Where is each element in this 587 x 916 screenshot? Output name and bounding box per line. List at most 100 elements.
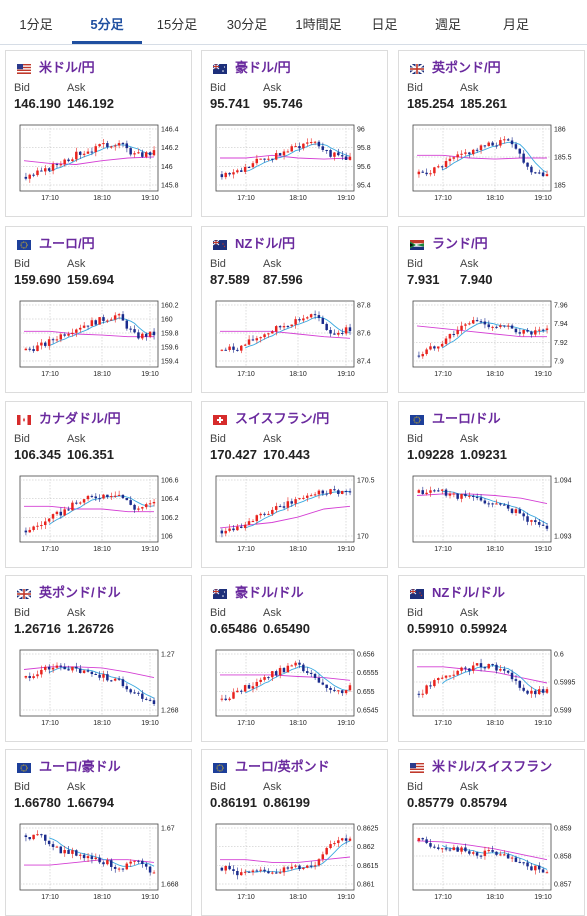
pair-link[interactable]: 英ポンド/ドル: [16, 583, 121, 600]
candle: [36, 674, 39, 677]
rate-card[interactable]: ユーロ/ドル Bid Ask 1.09228 1.09231 1.094 1.09…: [398, 401, 585, 568]
y-tick-label: 186: [554, 127, 566, 134]
candle: [510, 508, 514, 513]
rate-card[interactable]: 豪ドル/ドル Bid Ask 0.65486 0.65490 0.656 0.65…: [201, 575, 388, 742]
pair-link[interactable]: ユーロ/円: [17, 234, 95, 251]
mini-chart[interactable]: 170.5 170 17:10 18:10 19:10: [206, 468, 386, 562]
mini-chart[interactable]: 1.67 1.668 17:10 18:10 19:10: [10, 816, 190, 910]
mini-chart[interactable]: 0.6 0.5995 0.599 17:10 18:10 19:10: [403, 642, 583, 736]
pair-link[interactable]: 豪ドル/円: [212, 58, 291, 75]
mini-chart[interactable]: 96 95.8 95.6 95.4 17:10 18:10 19:10: [206, 117, 386, 211]
pair-name[interactable]: ランド/円: [432, 235, 488, 251]
pair-name[interactable]: ユーロ/英ポンド: [235, 758, 330, 774]
mini-chart[interactable]: 87.8 87.6 87.4 17:10 18:10 19:10: [206, 293, 386, 387]
pair-name[interactable]: 豪ドル/円: [235, 59, 291, 75]
candle: [468, 668, 471, 671]
candle: [348, 491, 352, 493]
pair-link[interactable]: カナダドル/円: [17, 409, 121, 426]
pair-name[interactable]: NZドル/円: [235, 235, 295, 251]
mini-chart[interactable]: 146.4 146.2 146 145.8 17:10 18:10 19:10: [10, 117, 190, 211]
candle: [479, 663, 483, 668]
rate-card[interactable]: ユーロ/英ポンド Bid Ask 0.86191 0.86199 0.8625 0…: [201, 749, 388, 916]
ask-label: Ask: [460, 258, 479, 270]
candle: [125, 498, 129, 501]
candle: [59, 665, 63, 667]
rate-card[interactable]: カナダドル/円 Bid Ask 106.345 106.351 106.6 106…: [5, 401, 192, 568]
tab-7[interactable]: 月足: [502, 17, 529, 32]
rate-card[interactable]: 米ドル/円 Bid Ask 146.190 146.192 146.4 146.2…: [5, 50, 192, 217]
tab-1[interactable]: 5分足: [72, 0, 142, 44]
pair-name[interactable]: 米ドル/スイスフラン: [432, 758, 553, 774]
tab-2[interactable]: 15分足: [156, 17, 198, 32]
pair-link[interactable]: 豪ドル/ドル: [212, 583, 304, 600]
rate-card[interactable]: スイスフラン/円 Bid Ask 170.427 170.443 170.5 17…: [201, 401, 388, 568]
mini-chart[interactable]: 160.2 160 159.8 159.6 159.4 17:10 18:10 19:10: [10, 293, 190, 387]
tab-3[interactable]: 30分足: [226, 17, 268, 32]
pair-link[interactable]: ランド/円: [410, 234, 488, 251]
pair-link[interactable]: ユーロ/豪ドル: [17, 757, 121, 774]
candle: [541, 869, 545, 873]
candle: [40, 342, 43, 346]
pair-name[interactable]: ユーロ/豪ドル: [39, 758, 121, 774]
candle: [148, 152, 152, 156]
candle: [294, 865, 297, 867]
candle: [448, 849, 452, 851]
candle: [232, 528, 235, 531]
pair-link[interactable]: ユーロ/ドル: [410, 409, 501, 426]
candle: [294, 319, 297, 325]
rate-card[interactable]: 豪ドル/円 Bid Ask 95.741 95.746 96 95.8 95.6 95…: [201, 50, 388, 217]
rate-card[interactable]: 英ポンド/円 Bid Ask 185.254 185.261 186 185.5 1…: [398, 50, 585, 217]
mini-chart[interactable]: 186 185.5 185 17:10 18:10 19:10: [403, 117, 583, 211]
candle: [224, 530, 227, 534]
pair-link[interactable]: 米ドル/円: [17, 58, 95, 75]
rate-card[interactable]: 英ポンド/ドル Bid Ask 1.26716 1.26726 1.27 1.26…: [5, 575, 192, 742]
pair-name[interactable]: 豪ドル/ドル: [235, 584, 304, 600]
mini-chart[interactable]: 0.859 0.858 0.857 17:10 18:10 19:10: [403, 816, 583, 910]
tab-0[interactable]: 1分足: [19, 17, 53, 32]
pair-link[interactable]: ユーロ/英ポンド: [213, 757, 330, 774]
pair-link[interactable]: スイスフラン/円: [213, 409, 330, 426]
candle: [36, 345, 39, 352]
pair-name[interactable]: ユーロ/ドル: [432, 410, 501, 426]
pair-name[interactable]: 英ポンド/円: [432, 59, 501, 75]
candle: [129, 689, 132, 693]
bid-value: 0.85779: [407, 795, 454, 810]
candle: [125, 320, 129, 329]
candle: [417, 355, 421, 357]
tab-6[interactable]: 週足: [434, 17, 461, 32]
rate-card[interactable]: NZドル/ドル Bid Ask 0.59910 0.59924 0.6 0.599…: [398, 575, 585, 742]
rate-card[interactable]: ユーロ/豪ドル Bid Ask 1.66780 1.66794 1.67 1.66…: [5, 749, 192, 916]
mini-chart[interactable]: 0.8625 0.862 0.8615 0.861 17:10 18:10 19:10: [206, 816, 386, 910]
pair-link[interactable]: 英ポンド/円: [409, 58, 501, 75]
pair-link[interactable]: NZドル/ドル: [409, 583, 505, 600]
candle: [440, 677, 444, 679]
rate-card[interactable]: 米ドル/スイスフラン Bid Ask 0.85779 0.85794 0.859…: [398, 749, 585, 916]
tab-5[interactable]: 日足: [371, 17, 398, 32]
bid-label: Bid: [210, 82, 226, 94]
pair-name[interactable]: カナダドル/円: [39, 410, 121, 426]
candle: [144, 698, 148, 700]
candle: [344, 690, 348, 694]
mini-chart[interactable]: 1.27 1.268 17:10 18:10 19:10: [10, 642, 190, 736]
candle: [510, 325, 514, 329]
mini-chart[interactable]: 1.094 1.093 17:10 18:10 19:10: [403, 468, 583, 562]
pair-name[interactable]: NZドル/ドル: [432, 584, 505, 600]
pair-name[interactable]: スイスフラン/円: [235, 410, 330, 426]
rate-card[interactable]: ユーロ/円 Bid Ask 159.690 159.694 160.2 160 15…: [5, 226, 192, 393]
candle: [278, 326, 282, 328]
candle: [530, 520, 533, 522]
rate-card[interactable]: ランド/円 Bid Ask 7.931 7.940 7.96 7.94 7.92 7.…: [398, 226, 585, 393]
mini-chart[interactable]: 106.6 106.4 106.2 106 17:10 18:10 19:10: [10, 468, 190, 562]
mini-chart[interactable]: 0.656 0.6555 0.655 0.6545 17:10 18:10 19:10: [206, 642, 386, 736]
pair-name[interactable]: 米ドル/円: [39, 59, 95, 75]
mini-chart[interactable]: 7.96 7.94 7.92 7.9 17:10 18:10 19:10: [403, 293, 583, 387]
pair-name[interactable]: 英ポンド/ドル: [39, 584, 121, 600]
candle: [63, 666, 66, 670]
pair-name[interactable]: ユーロ/円: [39, 235, 95, 251]
pair-link[interactable]: NZドル/円: [212, 234, 295, 251]
pair-link[interactable]: 米ドル/スイスフラン: [410, 757, 553, 774]
tab-4[interactable]: 1時間足: [295, 17, 342, 32]
candle: [340, 838, 344, 841]
ma-long-line: [23, 156, 155, 165]
rate-card[interactable]: NZドル/円 Bid Ask 87.589 87.596 87.8 87.6 87.…: [201, 226, 388, 393]
